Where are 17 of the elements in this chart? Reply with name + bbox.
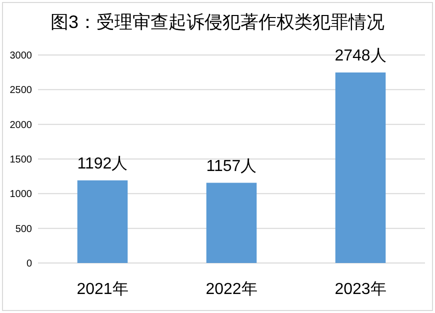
x-tick-label: 2021年 <box>76 281 128 298</box>
y-tick-label: 2000 <box>10 120 32 131</box>
y-tick-label: 1500 <box>10 154 32 166</box>
data-label: 2748人 <box>334 47 386 64</box>
bar <box>77 180 128 263</box>
data-label: 1192人 <box>77 155 128 172</box>
y-tick-label: 500 <box>15 224 32 235</box>
bar <box>206 182 257 263</box>
x-tick-label: 2023年 <box>334 281 386 298</box>
chart-title: 图3：受理审查起诉侵犯著作权类犯罪情况 <box>50 12 385 32</box>
y-tick-label: 2500 <box>10 85 32 96</box>
y-tick-label: 0 <box>26 258 32 270</box>
y-tick-label: 1000 <box>10 189 32 200</box>
bar <box>335 72 386 263</box>
x-tick-label: 2022年 <box>206 281 258 298</box>
data-label: 1157人 <box>206 158 257 175</box>
y-tick-label: 3000 <box>10 50 32 62</box>
